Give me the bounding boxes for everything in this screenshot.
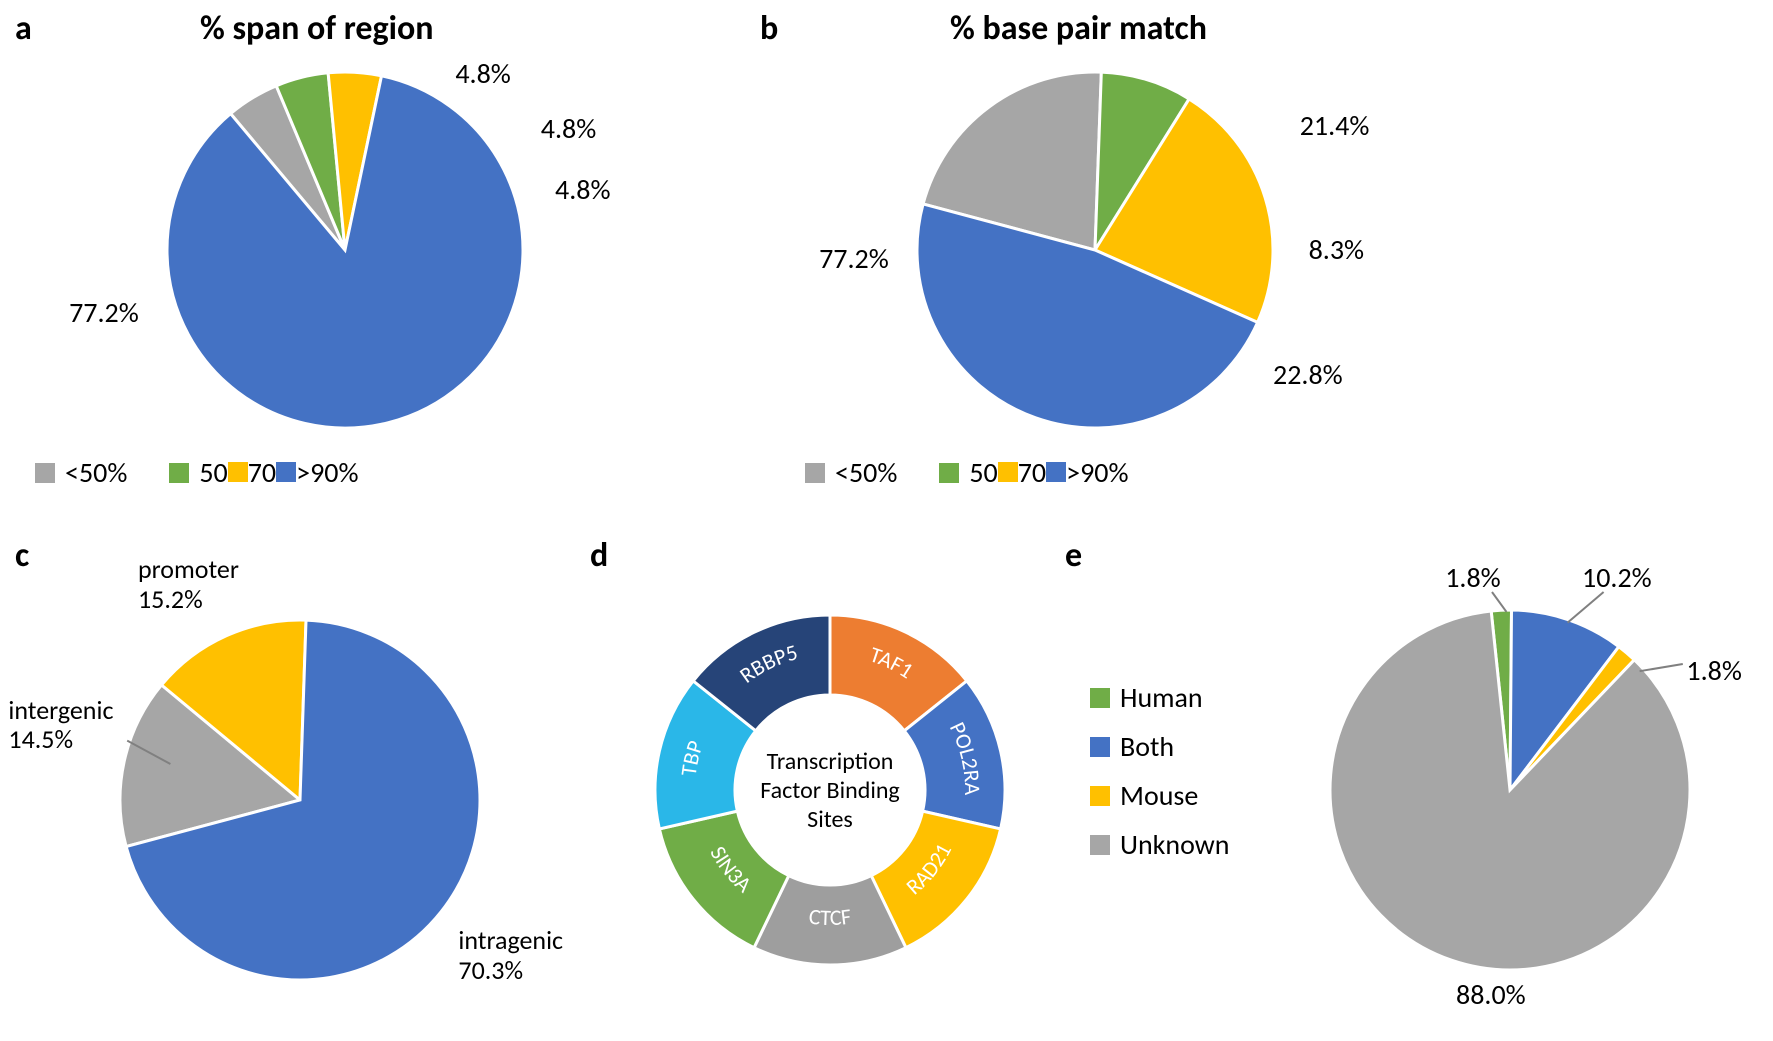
panel-b-title: % base pair match: [950, 8, 1207, 49]
panel-b-callout-1: 8.3%: [1309, 232, 1364, 267]
legend-e-label-2: Mouse: [1120, 778, 1198, 813]
panel-d-center-line-0: Transcription: [741, 748, 919, 777]
panel-e-pie: [1326, 606, 1694, 979]
panel-e-callout-0: 1.8%: [1445, 560, 1500, 595]
panel-b-legend: <50% 5070>90%: [805, 455, 1224, 490]
legend-b-label-0: <50%: [835, 455, 897, 490]
legend-a-swatch-1: [169, 463, 189, 483]
panel-e-label: e: [1065, 535, 1082, 576]
panel-a-title: % span of region: [200, 8, 434, 49]
panel-e-callout-1: 10.2%: [1582, 560, 1652, 595]
legend-b-swatch-3: [1046, 462, 1066, 482]
legend-e-label-0: Human: [1120, 680, 1203, 715]
legend-b-label-3: >90%: [1066, 455, 1128, 490]
panel-a-callout-3: 77.2%: [69, 295, 139, 330]
legend-a-label-1: 5070>90%: [199, 455, 422, 490]
panel-e-callout-2: 1.8%: [1686, 653, 1741, 688]
panel-b-callout-3: 77.2%: [819, 241, 889, 276]
legend-e-swatch-0: [1090, 688, 1110, 708]
legend-b-swatch-2: [998, 462, 1018, 482]
panel-e-legend: Human Both Mouse Unknown: [1090, 680, 1230, 876]
panel-e-callout-3: 88.0%: [1456, 977, 1526, 1012]
panel-b-callout-0: 21.4%: [1300, 108, 1370, 143]
figure-root: a % span of region <50% 5070>90% 4.8% 4.8%…: [0, 0, 1773, 1041]
panel-d-center-line-2: Sites: [741, 806, 919, 835]
panel-b-pie: [913, 68, 1277, 437]
panel-a-callout-2: 4.8%: [555, 172, 610, 207]
legend-b-swatch-1: [939, 463, 959, 483]
panel-c-label: c: [15, 535, 29, 576]
legend-a-swatch-3: [276, 462, 296, 482]
panel-a-callout-1: 4.8%: [541, 111, 596, 146]
legend-e-label-1: Both: [1120, 729, 1174, 764]
panel-c-callout-1: intergenic14.5%: [8, 696, 168, 756]
panel-c-pie: [116, 616, 484, 989]
panel-a-callout-0: 4.8%: [455, 56, 510, 91]
panel-d-center-line-1: Factor Binding: [741, 777, 919, 806]
legend-b-swatch-0: [805, 463, 825, 483]
panel-d-slice-label-3: CTCF: [807, 902, 852, 931]
legend-e-label-3: Unknown: [1120, 827, 1230, 862]
legend-b-label-2: 70>90%: [1018, 455, 1161, 490]
panel-a-label: a: [15, 8, 32, 49]
panel-d-center-text: TranscriptionFactor BindingSites: [741, 748, 919, 834]
panel-b-label: b: [760, 8, 778, 49]
legend-e-swatch-3: [1090, 835, 1110, 855]
panel-a-legend: <50% 5070>90%: [35, 455, 454, 490]
legend-a-label-0: <50%: [65, 455, 127, 490]
legend-a-label-3: >90%: [296, 455, 358, 490]
panel-a-pie: [163, 68, 527, 437]
legend-e-swatch-2: [1090, 786, 1110, 806]
legend-a-label-2: 70>90%: [248, 455, 391, 490]
panel-c-callout-0: promoter15.2%: [138, 555, 298, 615]
panel-c-callout-2: intragenic70.3%: [458, 926, 628, 986]
panel-d-label: d: [590, 535, 608, 576]
panel-b-callout-2: 22.8%: [1273, 357, 1343, 392]
legend-b-label-1: 5070>90%: [969, 455, 1192, 490]
legend-a-swatch-0: [35, 463, 55, 483]
legend-a-swatch-2: [228, 462, 248, 482]
legend-e-swatch-1: [1090, 737, 1110, 757]
